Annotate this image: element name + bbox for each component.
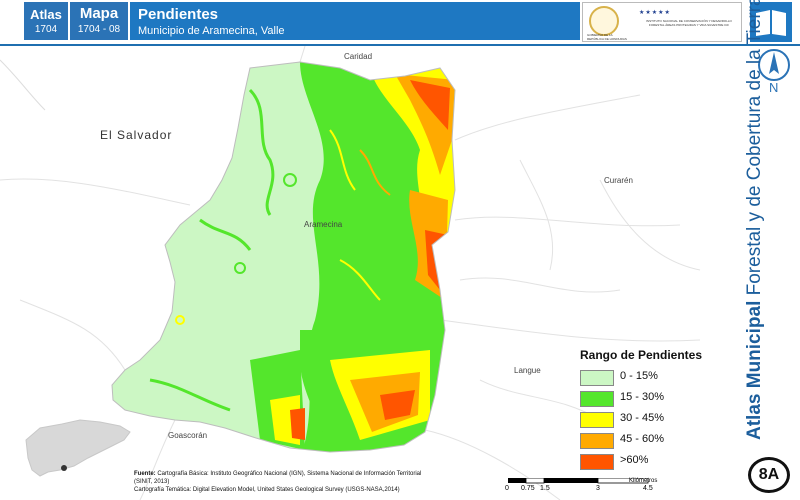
government-seal-icon bbox=[589, 6, 619, 36]
page-title: Pendientes bbox=[138, 6, 219, 23]
side-title-bold: Atlas Municipal bbox=[744, 300, 765, 440]
page-subtitle: Municipio de Aramecina, Valle bbox=[138, 25, 285, 37]
side-atlas-title: Atlas Municipal Forestal y de Cobertura … bbox=[744, 0, 766, 440]
legend-swatch bbox=[580, 433, 614, 449]
legend-swatch bbox=[580, 370, 614, 386]
label-caridad: Caridad bbox=[344, 52, 373, 61]
legend-item: 15 - 30% bbox=[580, 389, 740, 410]
label-el-salvador: El Salvador bbox=[100, 128, 173, 142]
source-line-2: Cartografía Temática: Digital Elevation … bbox=[134, 487, 400, 493]
side-title-rest: Forestal y de Cobertura de la Tierra bbox=[744, 0, 765, 301]
scale-tick: 0.75 bbox=[521, 485, 535, 492]
slope-map bbox=[0, 46, 701, 500]
scale-tick: 1.5 bbox=[540, 485, 550, 492]
legend-item: 30 - 45% bbox=[580, 410, 740, 431]
country-locator-inset bbox=[25, 419, 131, 477]
scale-tick: 0 bbox=[505, 485, 509, 492]
label-langue: Langue bbox=[514, 366, 541, 375]
north-label: N bbox=[769, 80, 779, 95]
stars-icon: ★★★★★ bbox=[639, 10, 671, 16]
gov-logo-text: GOBIERNO DE LA REPÚBLICA DE HONDURAS bbox=[587, 33, 627, 41]
legend-swatch bbox=[580, 412, 614, 428]
municipality-boundary bbox=[111, 61, 456, 453]
source-label: Fuente: bbox=[134, 471, 156, 477]
legend-item: 0 - 15% bbox=[580, 368, 740, 389]
atlas-number: 1704 bbox=[34, 24, 58, 35]
header-bar: Atlas 1704 Mapa 1704 - 08 Pendientes Mun… bbox=[0, 0, 800, 46]
legend-swatch bbox=[580, 454, 614, 470]
scale-tick: 3 bbox=[596, 485, 600, 492]
legend-swatch bbox=[580, 391, 614, 407]
municipality-area bbox=[112, 62, 455, 452]
legend: Rango de Pendientes 0 - 15% 15 - 30% 30 … bbox=[580, 348, 740, 478]
label-aramecina: Aramecina bbox=[304, 220, 343, 229]
legend-label: 15 - 30% bbox=[620, 391, 665, 403]
scale-unit: Kilómetros bbox=[629, 478, 658, 484]
location-marker-icon bbox=[61, 465, 67, 471]
institution-logos: GOBIERNO DE LA REPÚBLICA DE HONDURAS ★★★… bbox=[582, 2, 742, 42]
label-curaren: Curarén bbox=[604, 176, 633, 185]
source-line-1: Cartografía Básica: Instituto Geográfico… bbox=[134, 471, 422, 485]
map-label: Mapa bbox=[79, 5, 119, 22]
legend-label: 0 - 15% bbox=[620, 370, 658, 382]
atlas-label: Atlas bbox=[30, 7, 62, 22]
map-number: 1704 - 08 bbox=[77, 24, 121, 35]
title-box: Pendientes Municipio de Aramecina, Valle bbox=[130, 2, 580, 40]
label-goascoran: Goascorán bbox=[168, 431, 208, 440]
legend-label: >60% bbox=[620, 454, 649, 466]
legend-item: 45 - 60% bbox=[580, 431, 740, 452]
page-badge: 8A bbox=[748, 457, 790, 493]
scale-bar: 0 0.75 1.5 3 4.5 Kilómetros bbox=[505, 478, 665, 498]
book-icon bbox=[750, 2, 792, 42]
source-notes: Fuente: Cartografía Básica: Instituto Ge… bbox=[134, 470, 434, 494]
legend-label: 30 - 45% bbox=[620, 412, 665, 424]
legend-item: >60% bbox=[580, 452, 740, 473]
background-roads bbox=[0, 46, 701, 500]
map-box: Mapa 1704 - 08 bbox=[70, 2, 128, 40]
atlas-box: Atlas 1704 bbox=[24, 2, 68, 40]
scale-tick: 4.5 bbox=[643, 485, 653, 492]
legend-title: Rango de Pendientes bbox=[580, 348, 703, 362]
icf-logo-text: INSTITUTO NACIONAL DE CONSERVACIÓN Y DES… bbox=[646, 19, 732, 27]
legend-label: 45 - 60% bbox=[620, 433, 665, 445]
north-arrow-icon: N bbox=[757, 48, 791, 96]
